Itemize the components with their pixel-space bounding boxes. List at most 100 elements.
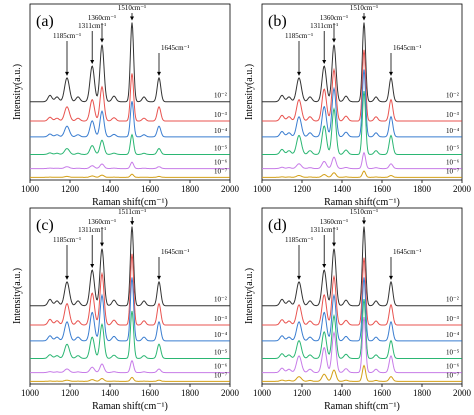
series-label: 10⁻⁵ — [214, 348, 228, 356]
peak-arrow-head — [157, 71, 161, 76]
series-line — [30, 133, 230, 155]
series-line — [30, 310, 230, 359]
peak-label: 1645cm⁻¹ — [393, 248, 421, 256]
series-label: 10⁻⁴ — [214, 331, 228, 339]
x-tick-label: 1200 — [61, 184, 80, 194]
x-tick-label: 2000 — [221, 184, 240, 194]
x-tick-label: 1400 — [333, 388, 352, 398]
series-line — [262, 277, 462, 342]
chart-panel: (d) Intensity(a.u.) 1000 1200 1400 1600 1800 20… — [244, 207, 472, 412]
peak-arrow-head — [389, 71, 393, 76]
peak-label: 1360cm⁻¹ — [320, 14, 348, 22]
x-tick-label: 1200 — [61, 388, 80, 398]
peak-label: 1311cm⁻¹ — [310, 226, 338, 234]
series-label: 10⁻³ — [214, 111, 227, 119]
peak-arrow-head — [130, 221, 135, 226]
y-axis-label: Intensity(a.u.) — [244, 64, 255, 120]
panel-label: (b) — [268, 13, 287, 30]
peak-label: 1510cm⁻¹ — [350, 4, 378, 12]
x-tick-label: 1800 — [413, 388, 432, 398]
peak-arrow-head — [65, 275, 69, 280]
series-line — [30, 277, 230, 342]
series-line — [262, 364, 462, 382]
series-label: 10⁻² — [446, 92, 459, 100]
chart-panel: (c) Intensity(a.u.) 1000 1200 1400 1600 1800 20… — [12, 207, 240, 412]
series-label: 10⁻² — [446, 296, 459, 304]
x-tick-label: 1000 — [21, 388, 40, 398]
series-line — [262, 257, 462, 326]
series-label: 10⁻⁶ — [214, 159, 228, 167]
series-label: 10⁻⁵ — [446, 144, 460, 152]
peak-label: 1185cm⁻¹ — [53, 236, 81, 244]
series-label: 10⁻³ — [446, 315, 459, 323]
x-tick-label: 1600 — [373, 184, 392, 194]
plot-frame — [29, 3, 231, 181]
x-tick-label: 2000 — [221, 388, 240, 398]
x-tick-label: 1400 — [101, 388, 120, 398]
series-label: 10⁻⁶ — [214, 363, 228, 371]
peak-arrow-head — [362, 220, 366, 225]
series-label: 10⁻⁷ — [214, 371, 228, 379]
series-label: 10⁻⁴ — [214, 127, 228, 135]
series-label: 10⁻⁴ — [446, 127, 460, 135]
x-axis-label: Raman shift(cm⁻¹) — [324, 197, 400, 208]
plot-frame — [29, 207, 231, 385]
peak-arrow-head — [130, 16, 134, 21]
series-line — [30, 359, 230, 374]
series-line — [30, 22, 230, 103]
x-tick-label: 2000 — [453, 388, 472, 398]
peak-label: 1311cm⁻¹ — [78, 226, 106, 234]
series-label: 10⁻⁵ — [446, 348, 460, 356]
plot-frame — [261, 207, 463, 385]
peak-arrow-head — [322, 60, 327, 65]
x-tick-label: 1000 — [253, 388, 272, 398]
chart-panel: (b) Intensity(a.u.) 1000 1200 1400 1600 1800 20… — [244, 3, 472, 208]
x-tick-label: 1400 — [333, 184, 352, 194]
series-line — [262, 299, 462, 359]
peak-arrow-head — [322, 264, 327, 269]
peak-arrow-head — [332, 242, 336, 247]
series-label: 10⁻⁷ — [446, 371, 460, 379]
peak-label: 1185cm⁻¹ — [285, 32, 313, 40]
series-line — [30, 226, 230, 307]
y-axis-label: Intensity(a.u.) — [12, 268, 23, 324]
peak-arrow-head — [90, 264, 95, 269]
panel-label: (c) — [36, 217, 54, 234]
peak-label: 1511cm⁻¹ — [118, 208, 146, 216]
x-tick-label: 1000 — [21, 184, 40, 194]
peak-label: 1311cm⁻¹ — [310, 22, 338, 30]
peak-arrow-head — [389, 275, 393, 280]
peak-arrow-head — [157, 275, 161, 280]
series-label: 10⁻⁷ — [446, 167, 460, 175]
series-line — [262, 69, 462, 138]
peak-label: 1360cm⁻¹ — [88, 14, 116, 22]
peak-arrow-head — [100, 38, 104, 43]
x-tick-label: 1600 — [141, 184, 160, 194]
y-axis-label: Intensity(a.u.) — [244, 268, 255, 324]
x-tick-label: 1400 — [101, 184, 120, 194]
series-label: 10⁻² — [214, 296, 227, 304]
peak-arrow-head — [65, 71, 69, 76]
series-label: 10⁻⁶ — [446, 363, 460, 371]
series-label: 10⁻³ — [214, 315, 227, 323]
series-line — [30, 173, 230, 178]
peak-arrow-head — [297, 71, 301, 76]
series-line — [30, 101, 230, 138]
x-tick-label: 1800 — [181, 184, 200, 194]
series-label: 10⁻³ — [446, 111, 459, 119]
peak-arrow-head — [297, 275, 301, 280]
series-label: 10⁻⁷ — [214, 167, 228, 175]
peak-label: 1360cm⁻¹ — [88, 218, 116, 226]
series-label: 10⁻⁴ — [446, 331, 460, 339]
series-label: 10⁻⁶ — [446, 159, 460, 167]
series-label: 10⁻² — [214, 92, 227, 100]
y-axis-label: Intensity(a.u.) — [12, 64, 23, 120]
x-tick-label: 1200 — [293, 184, 312, 194]
series-line — [30, 73, 230, 122]
series-line — [262, 91, 462, 155]
series-line — [262, 49, 462, 122]
panel-label: (d) — [268, 217, 287, 234]
series-label: 10⁻⁵ — [214, 144, 228, 152]
x-tick-label: 1000 — [253, 184, 272, 194]
